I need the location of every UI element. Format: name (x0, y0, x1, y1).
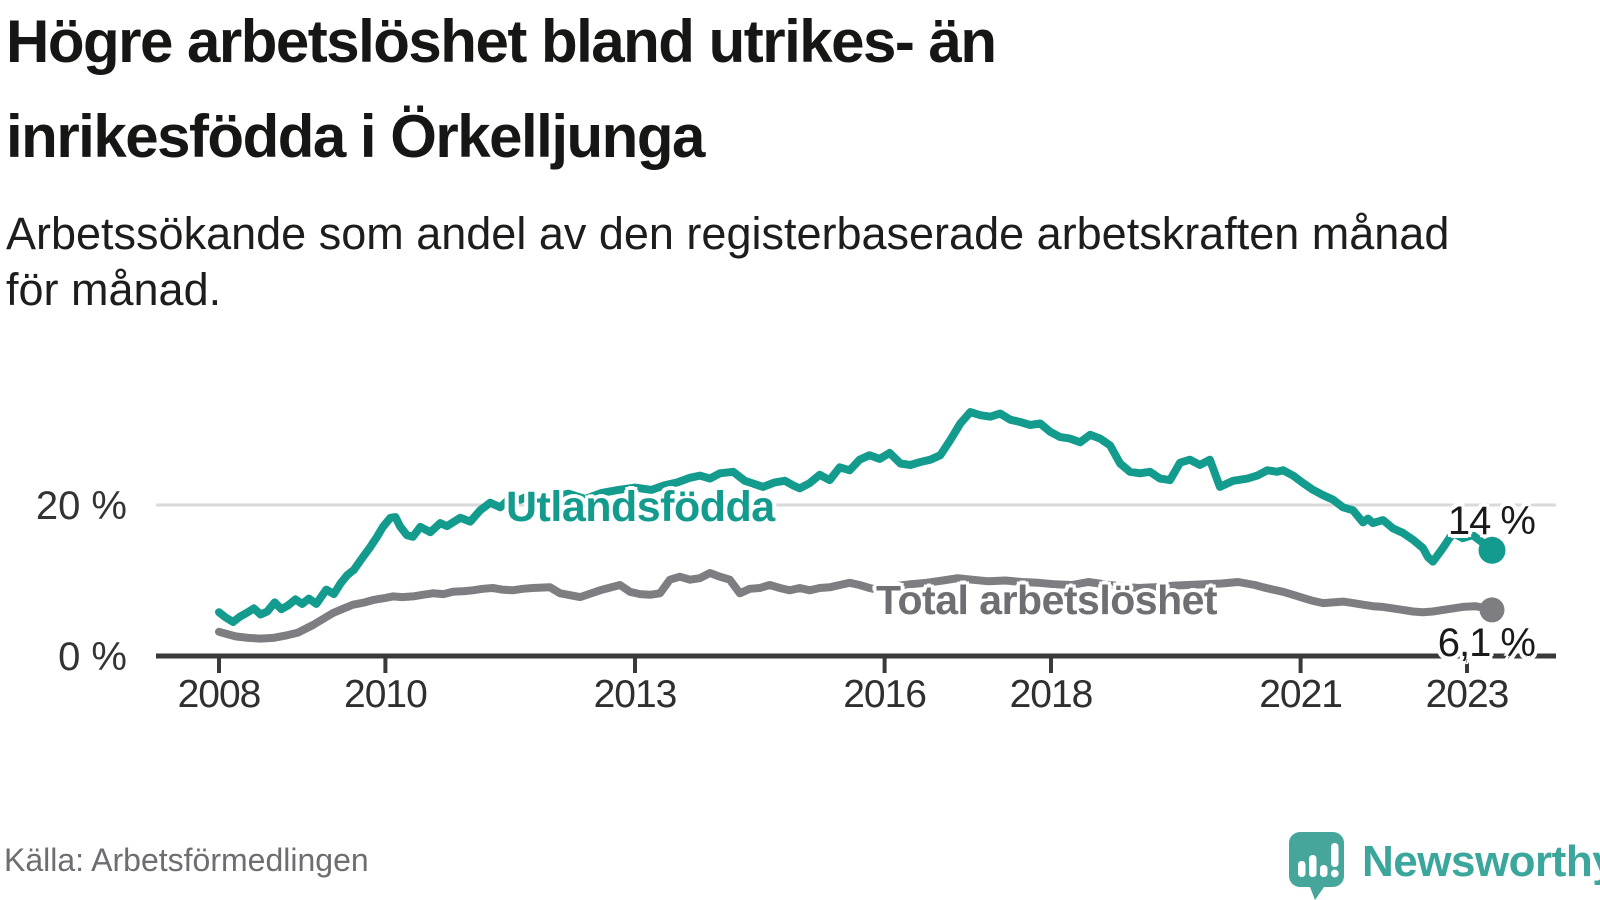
series-label-total-arbetsloshet: Total arbetslöshet (876, 577, 1218, 623)
series-line-total (215, 569, 1496, 643)
x-axis-label-2021: 2021 (1259, 673, 1343, 716)
x-axis-label-2010: 2010 (344, 673, 428, 716)
newsworthy-logo-icon (1289, 832, 1344, 900)
series-label-utlandsfodda: Utlandsfödda (506, 483, 775, 531)
series-line-utlandsfodda (215, 408, 1496, 626)
page-subtitle: Arbetssökande som andel av den registerb… (6, 206, 1449, 318)
x-axis-label-2008: 2008 (177, 673, 262, 716)
page-title-line-2: inrikesfödda i Örkelljunga (6, 103, 705, 170)
end-value-label-total: 6,1 % (1437, 621, 1536, 665)
y-axis-label-20: 20 % (35, 484, 127, 528)
page-subtitle-line-1: Arbetssökande som andel av den registerb… (6, 208, 1450, 259)
x-axis-label-2018: 2018 (1009, 673, 1094, 716)
source-note: Källa: Arbetsförmedlingen (4, 842, 369, 878)
page-title-line-1: Högre arbetslöshet bland utrikes- än (6, 8, 997, 75)
y-axis-label-0: 0 % (58, 635, 127, 679)
newsworthy-logo-text: Newsworthy (1362, 837, 1600, 886)
series-end-dot-utlandsfodda (1478, 536, 1506, 564)
page-title: Högre arbetslöshet bland utrikes- än inr… (6, 0, 997, 184)
series-end-dot-total (1479, 597, 1505, 623)
x-axis-label-2016: 2016 (843, 673, 927, 716)
page-subtitle-line-2: för månad. (6, 264, 222, 315)
x-axis-label-2013: 2013 (593, 673, 678, 716)
end-value-label-utlandsfodda: 14 % (1447, 499, 1536, 543)
x-axis-label-2023: 2023 (1425, 673, 1510, 716)
newsworthy-logo: Newsworthy (1288, 831, 1600, 900)
